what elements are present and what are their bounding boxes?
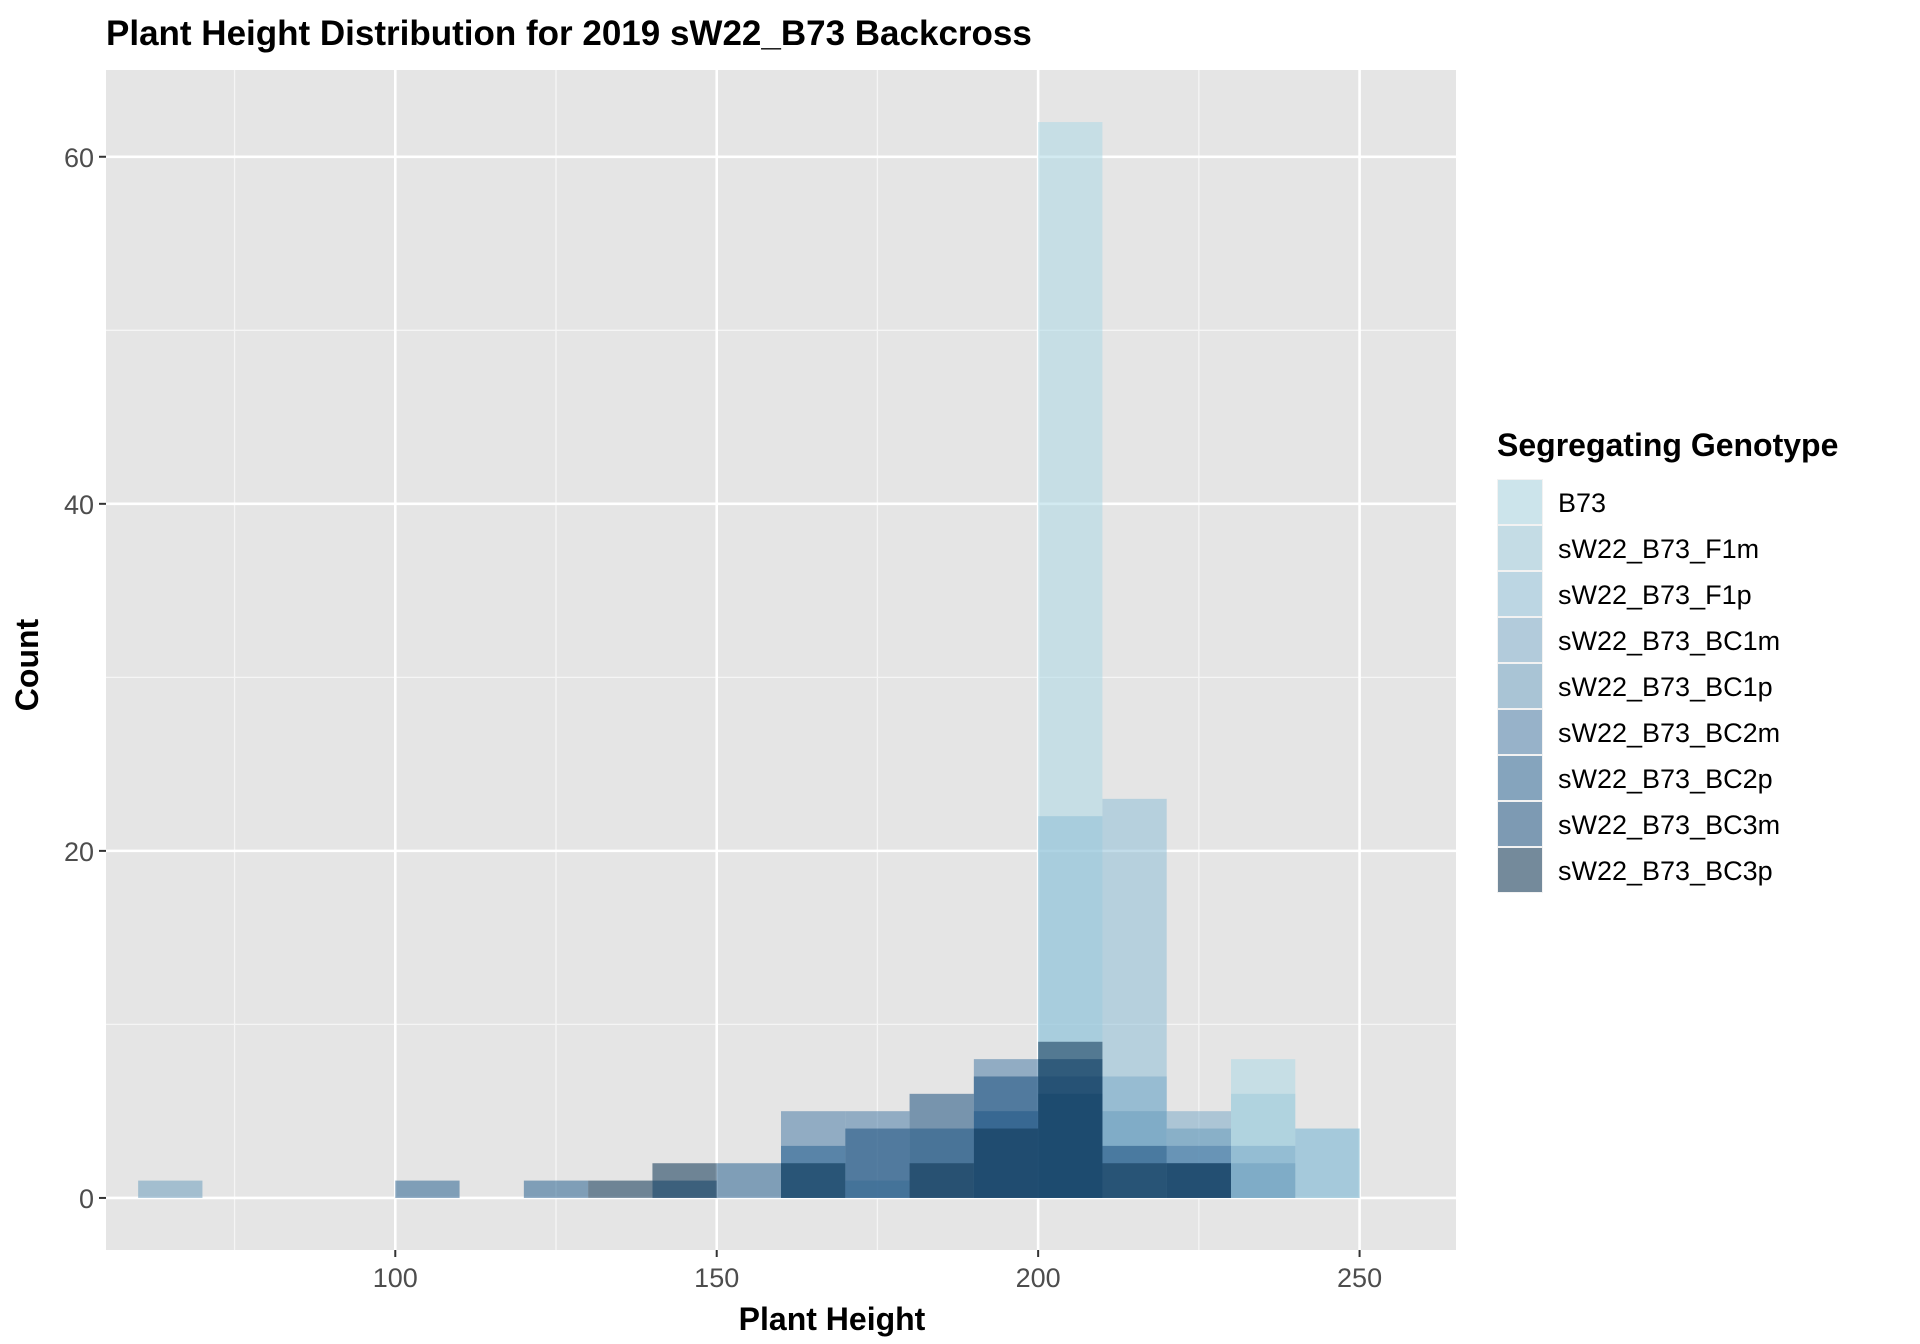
x-axis-title: Plant Height — [739, 1301, 926, 1337]
histogram-bar — [781, 1163, 846, 1198]
y-axis-title: Count — [9, 618, 45, 711]
y-tick-label: 20 — [64, 837, 94, 867]
x-tick-label: 250 — [1337, 1263, 1382, 1293]
legend-key — [1498, 802, 1542, 846]
y-tick-label: 60 — [64, 143, 94, 173]
plot-panel — [106, 70, 1456, 1250]
legend-label: sW22_B73_BC3m — [1558, 810, 1780, 840]
legend-key — [1498, 526, 1542, 570]
histogram-bar — [652, 1163, 717, 1198]
x-tick-label: 150 — [694, 1263, 739, 1293]
histogram-bar — [1166, 1163, 1231, 1198]
legend-key — [1498, 480, 1542, 524]
y-tick-label: 40 — [64, 490, 94, 520]
legend-label: sW22_B73_BC2m — [1558, 718, 1780, 748]
legend-key — [1498, 710, 1542, 754]
histogram-bar — [1231, 1163, 1296, 1198]
legend-label: sW22_B73_BC1p — [1558, 672, 1773, 702]
legend-label: sW22_B73_BC1m — [1558, 626, 1780, 656]
histogram-bar — [973, 1128, 1039, 1198]
legend-label: B73 — [1558, 488, 1606, 518]
legend-label: sW22_B73_F1p — [1558, 580, 1752, 610]
x-axis: 100 150 200 250 — [373, 1250, 1382, 1293]
histogram-bar — [716, 1163, 781, 1198]
histogram-bar — [1102, 1163, 1167, 1198]
legend-label: sW22_B73_BC2p — [1558, 764, 1773, 794]
x-tick-label: 200 — [1016, 1263, 1061, 1293]
legend-title: Segregating Genotype — [1497, 427, 1838, 463]
y-axis: 0 20 40 60 — [64, 143, 106, 1214]
x-tick-label: 100 — [373, 1263, 418, 1293]
histogram-bar — [588, 1180, 653, 1198]
y-tick-label: 0 — [79, 1184, 94, 1214]
histogram-bar — [909, 1163, 974, 1198]
chart-title: Plant Height Distribution for 2019 sW22_… — [106, 14, 1032, 53]
legend-key — [1498, 848, 1542, 892]
histogram-bar — [138, 1180, 203, 1198]
legend-key — [1498, 618, 1542, 662]
histogram-bar — [1038, 1041, 1103, 1198]
legend-label: sW22_B73_F1m — [1558, 534, 1759, 564]
histogram-bars — [138, 122, 1360, 1198]
legend-label: sW22_B73_BC3p — [1558, 856, 1773, 886]
histogram-bar — [395, 1180, 460, 1198]
legend: B73 sW22_B73_F1m sW22_B73_F1p sW22_B73_BC1m… — [1497, 479, 1780, 893]
histogram-bar — [1295, 1128, 1360, 1198]
legend-key — [1498, 756, 1542, 800]
histogram-bar — [845, 1128, 910, 1198]
legend-key — [1498, 664, 1542, 708]
histogram-bar — [523, 1180, 589, 1198]
legend-key — [1498, 572, 1542, 616]
